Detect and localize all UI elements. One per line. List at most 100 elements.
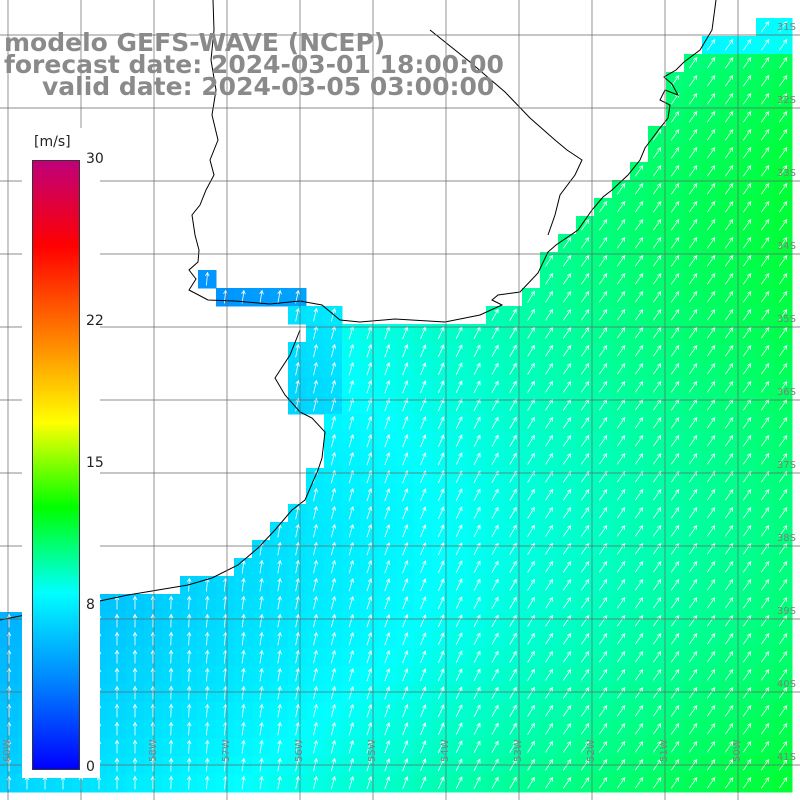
wind-arrow [724, 128, 734, 141]
wind-arrow [760, 578, 770, 591]
wind-arrow [598, 632, 608, 645]
wind-arrow [724, 290, 734, 303]
wind-arrow [473, 362, 481, 375]
wind-arrow [295, 685, 300, 700]
wind-arrow [652, 596, 662, 609]
wind-arrow [634, 254, 644, 267]
wind-arrow [509, 596, 517, 609]
wind-arrow [491, 380, 499, 393]
wind-arrow [742, 344, 752, 357]
wind-arrow [330, 667, 337, 682]
wind-arrow [760, 560, 770, 573]
latitude-label: 38S [777, 533, 796, 544]
wind-arrow [384, 506, 391, 520]
wind-arrow [598, 722, 608, 735]
wind-arrow [545, 254, 554, 267]
wind-arrow [742, 182, 752, 195]
wind-arrow [527, 344, 535, 357]
wind-arrow [491, 506, 499, 519]
wind-arrow [778, 272, 788, 285]
longitude-label: 57W [221, 739, 232, 762]
wind-arrow [330, 433, 337, 448]
wind-arrow [670, 218, 680, 231]
wind-arrow [598, 452, 608, 465]
wind-arrow [688, 290, 698, 303]
wind-arrow [186, 595, 192, 610]
wind-arrow [580, 290, 590, 303]
wind-arrow [724, 92, 734, 105]
wind-arrow [760, 182, 770, 195]
wind-arrow [348, 577, 355, 592]
wind-arrow [670, 254, 680, 267]
wind-arrow [724, 326, 734, 339]
wind-arrow [491, 452, 499, 465]
wind-arrow [778, 560, 788, 573]
wind-arrow [778, 146, 788, 159]
wind-arrow [527, 524, 535, 537]
wind-arrow [760, 326, 770, 339]
wind-arrow [652, 650, 662, 663]
wind-arrow [168, 595, 174, 610]
wind-arrow [132, 649, 138, 664]
wind-arrow [527, 578, 535, 591]
wind-arrow [562, 452, 572, 465]
wind-arrow [455, 668, 463, 682]
wind-arrow [455, 416, 463, 430]
wind-arrow [616, 560, 626, 573]
wind-arrow [688, 272, 698, 285]
wind-arrow [706, 380, 716, 393]
wind-arrow [778, 128, 788, 141]
wind-arrow [473, 632, 481, 645]
longitude-label: 51W [659, 739, 670, 762]
wind-arrow [760, 20, 770, 33]
wind-arrow [688, 614, 698, 627]
wind-arrow [437, 686, 445, 700]
wind-arrow [778, 452, 788, 465]
wind-arrow [706, 416, 716, 429]
wind-arrow [168, 649, 174, 664]
wind-arrow [420, 650, 427, 664]
wind-arrow [241, 739, 246, 754]
wind-arrow [366, 344, 373, 358]
wind-arrow [688, 74, 698, 87]
wind-arrow [616, 236, 626, 249]
wind-arrow [313, 775, 318, 790]
wind-arrow [760, 416, 770, 429]
wind-arrow [688, 92, 698, 105]
wind-arrow [634, 452, 644, 465]
wind-arrow [760, 686, 770, 699]
wind-arrow [455, 596, 463, 610]
wind-arrow [205, 595, 210, 610]
wind-arrow [760, 74, 770, 87]
wind-arrow [634, 686, 644, 699]
wind-arrow [778, 254, 788, 267]
wind-arrow [437, 578, 445, 592]
wind-arrow [473, 704, 481, 717]
wind-arrow [652, 416, 662, 429]
wind-arrow [545, 452, 554, 465]
wind-arrow [742, 596, 752, 609]
wind-arrow [724, 506, 734, 519]
wind-arrow [742, 74, 752, 87]
wind-arrow [616, 452, 626, 465]
wind-arrow [473, 560, 481, 573]
wind-arrow [259, 667, 264, 682]
wind-arrow [545, 740, 554, 753]
wind-arrow [313, 595, 318, 610]
wind-arrow [545, 686, 554, 699]
wind-arrow [366, 686, 373, 700]
wind-arrow [706, 74, 716, 87]
wind-arrow [114, 595, 120, 610]
wind-arrow [706, 722, 716, 735]
wind-arrow [205, 739, 210, 754]
wind-arrow [652, 164, 662, 177]
wind-arrow [186, 613, 192, 628]
wind-arrow [562, 596, 572, 609]
wind-arrow [259, 703, 264, 718]
wind-arrow [420, 596, 427, 610]
wind-arrow [778, 650, 788, 663]
wind-arrow [348, 505, 355, 520]
wind-arrow [384, 686, 391, 700]
wind-arrow [384, 398, 391, 412]
wind-arrow [491, 398, 499, 411]
